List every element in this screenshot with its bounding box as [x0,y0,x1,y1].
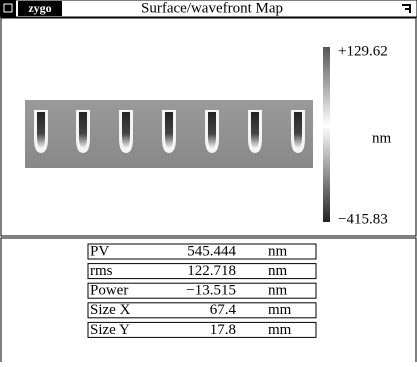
result-label: Power [90,283,128,299]
colorbar [323,47,330,222]
window: zygo Surface/wavefront Map +129.62 nm −4… [0,0,417,362]
result-value: 67.4 [210,302,237,318]
window-title: Surface/wavefront Map [141,0,283,16]
close-box[interactable] [0,0,16,17]
result-value: 545.444 [187,243,236,259]
result-unit: nm [268,243,288,259]
colorbar-max: +129.62 [338,43,388,59]
result-value: 122.718 [187,263,236,279]
result-value: 17.8 [210,322,236,338]
colorbar-unit: nm [372,130,392,146]
results-table: PV 545.444 nm rms 122.718 nm Power −13.515 nm Siz… [88,243,316,337]
result-unit: mm [268,302,292,318]
result-unit: nm [268,263,288,279]
colorbar-min: −415.83 [338,211,388,227]
page: zygo Surface/wavefront Map +129.62 nm −4… [0,0,417,362]
result-label: Size X [90,302,131,318]
result-unit: mm [268,322,292,338]
result-value: −13.515 [186,283,236,299]
result-unit: nm [268,283,288,299]
result-label: Size Y [90,322,130,338]
result-label: rms [90,263,113,279]
result-label: PV [90,243,109,259]
logo: zygo [28,1,51,15]
